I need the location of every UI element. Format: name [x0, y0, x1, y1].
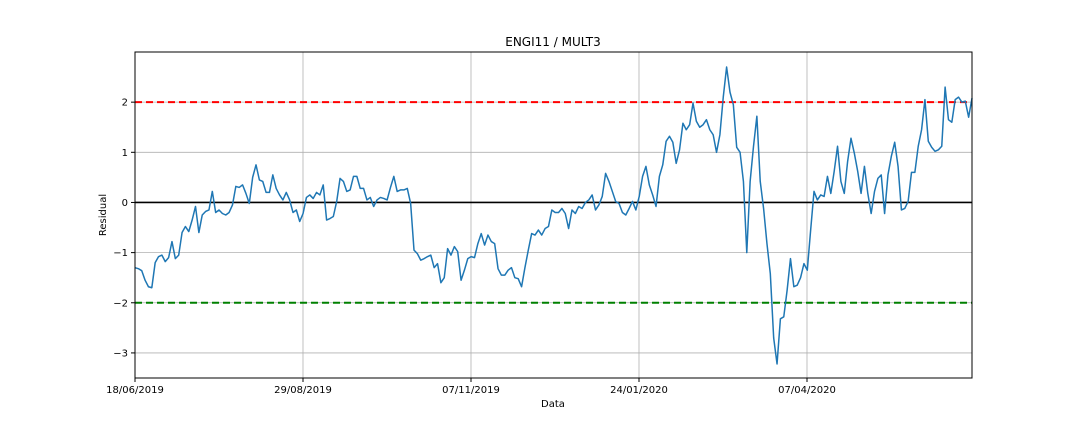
x-tick-label: 07/11/2019	[442, 385, 500, 396]
y-axis-label: Residual	[98, 194, 109, 236]
y-tick-label: −1	[113, 248, 128, 259]
x-tick-label: 18/06/2019	[106, 385, 164, 396]
series-layer	[134, 66, 973, 365]
x-axis-label: Data	[541, 399, 565, 410]
reference-lines	[135, 101, 972, 304]
y-tick-label: 2	[122, 98, 128, 109]
x-tick-label: 24/01/2020	[610, 385, 668, 396]
y-axis: −3 −2 −1 0 1 2	[113, 98, 135, 359]
x-tick-label: 07/04/2020	[778, 385, 836, 396]
residual-series-line	[134, 66, 973, 365]
x-tick-label: 29/08/2019	[274, 385, 332, 396]
chart-title: ENGI11 / MULT3	[505, 35, 600, 49]
y-tick-label: 1	[122, 148, 128, 159]
y-tick-label: −3	[113, 348, 128, 359]
y-tick-label: −2	[113, 298, 128, 309]
plot-frame	[134, 51, 973, 379]
x-axis: 18/06/2019 29/08/2019 07/11/2019 24/01/2020…	[106, 378, 836, 396]
y-tick-label: 0	[122, 198, 128, 209]
